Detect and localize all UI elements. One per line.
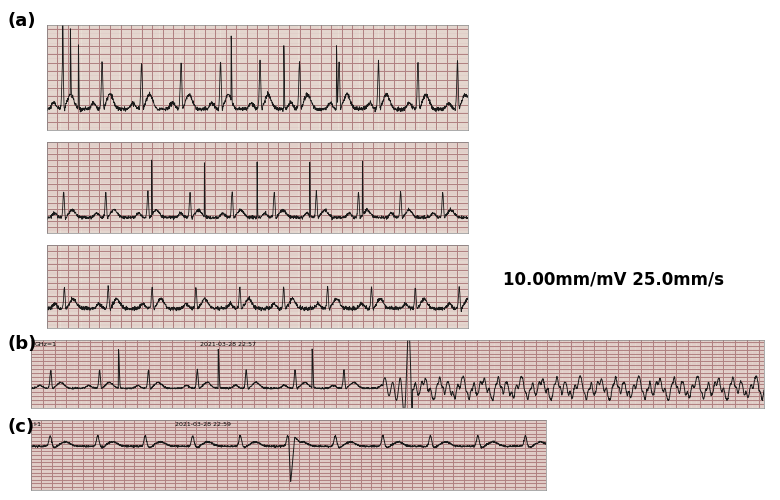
Text: (c): (c) [8,418,35,436]
Text: I-1: I-1 [34,422,42,427]
Text: 10.00mm/mV 25.0mm/s: 10.00mm/mV 25.0mm/s [503,271,724,289]
Text: 2021-03-28 22:57: 2021-03-28 22:57 [200,342,256,347]
Text: GHz=1: GHz=1 [35,342,57,347]
Text: 2021-03-28 22:59: 2021-03-28 22:59 [176,422,232,427]
Text: (a): (a) [8,12,37,30]
Text: (b): (b) [8,335,37,353]
